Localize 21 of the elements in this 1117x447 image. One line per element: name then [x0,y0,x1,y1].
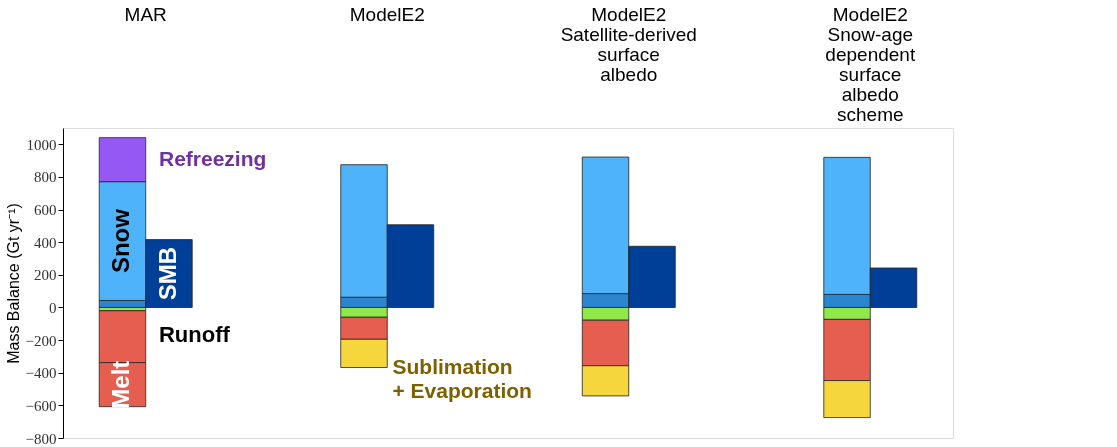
y-tick-label: −200 [25,332,57,349]
y-tick-label: −600 [25,397,57,414]
series-label: Snow [107,208,135,274]
series-label: Melt [107,360,135,409]
y-tick-label: −400 [25,365,57,382]
y-tick-label: 0 [49,299,57,316]
x-tick-label: MAR [124,3,167,25]
x-tick-label: ModelE2 Snow-age dependent surface albedo scheme [825,3,916,125]
y-tick-label: −800 [25,430,57,447]
annotation: Runoff [158,322,231,348]
y-tick-label: 1000 [26,136,57,153]
series-label: Refreezing [158,146,267,170]
series-label: Sublimation + Evaporation [392,354,532,402]
x-tick-label: ModelE2 [349,3,425,25]
y-axis-title: Mass Balance (Gt yr⁻¹) [4,203,22,364]
y-tick-label: 200 [34,267,57,284]
series-label: SMB [153,246,181,301]
y-tick-label: 800 [34,169,57,186]
y-tick-label: 600 [34,202,57,219]
x-tick-label: ModelE2 Satellite-derived surface albedo [560,3,697,85]
y-tick-label: 400 [34,234,57,251]
